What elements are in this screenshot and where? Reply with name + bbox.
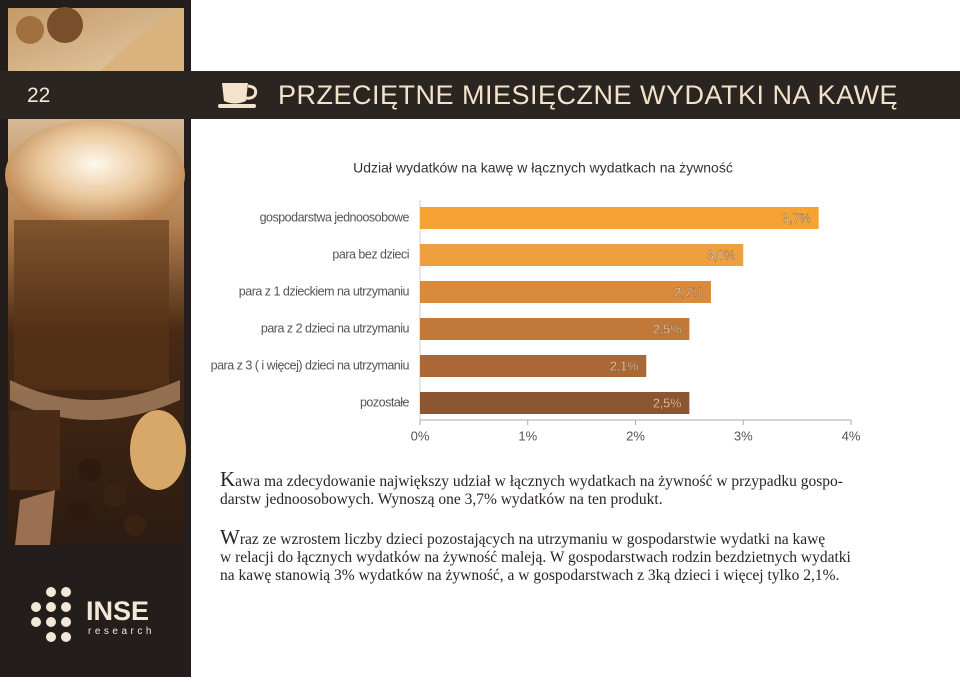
category-label: para z 2 dzieci na utrzymaniu [261, 321, 410, 335]
chart-title: Udział wydatków na kawę w łącznych wydat… [353, 160, 733, 176]
category-label: pozostałe [360, 395, 410, 409]
bar [420, 244, 744, 266]
category-label: gospodarstwa jednoosobowe [260, 210, 410, 224]
category-label: para z 1 dzieckiem na utrzymaniu [239, 284, 410, 298]
bar [420, 207, 819, 229]
x-tick-label: 4% [842, 428, 861, 443]
paragraph: Kawa ma zdecydowanie największy udział w… [220, 470, 843, 509]
value-label: 3,0% [707, 248, 736, 262]
sidebar-image [5, 7, 186, 642]
value-label: 2,1% [610, 359, 639, 373]
bar [420, 392, 690, 414]
bar [420, 355, 647, 377]
logo-tagline: research [88, 626, 155, 637]
cup-icon [218, 83, 258, 108]
x-tick-label: 3% [734, 428, 753, 443]
value-label: 2,5% [653, 322, 682, 336]
paragraph-line: na kawę stanowią 3% wydatków na żywność,… [220, 567, 840, 584]
bar [420, 281, 711, 303]
page-title: PRZECIĘTNE MIESIĘCZNE WYDATKI NA KAWĘ [278, 80, 899, 110]
value-label: 2,5% [653, 396, 682, 410]
x-tick-label: 1% [518, 428, 537, 443]
paragraph-line: darstw jednoosobowych. Wynoszą one 3,7% … [220, 491, 663, 508]
page-number: 22 [27, 84, 51, 107]
bar [420, 318, 690, 340]
header-bar [0, 71, 960, 119]
value-label: 3,7% [782, 211, 811, 225]
category-label: para bez dzieci [332, 247, 409, 261]
value-label: 2,7% [674, 285, 703, 299]
x-tick-label: 2% [626, 428, 645, 443]
paragraph-line: Kawa ma zdecydowanie największy udział w… [220, 467, 843, 491]
logo-name: INSE [86, 596, 150, 626]
paragraph: Wraz ze wzrostem liczby dzieci pozostają… [220, 528, 851, 585]
paragraph-line: w relacji do łącznych wydatków na żywnoś… [220, 549, 851, 566]
chart: Udział wydatków na kawę w łącznych wydat… [211, 160, 861, 444]
category-label: para z 3 ( i więcej) dzieci na utrzymani… [211, 358, 410, 372]
sidebar [0, 0, 191, 677]
paragraph-line: Wraz ze wzrostem liczby dzieci pozostają… [220, 525, 826, 549]
x-tick-label: 0% [411, 428, 430, 443]
